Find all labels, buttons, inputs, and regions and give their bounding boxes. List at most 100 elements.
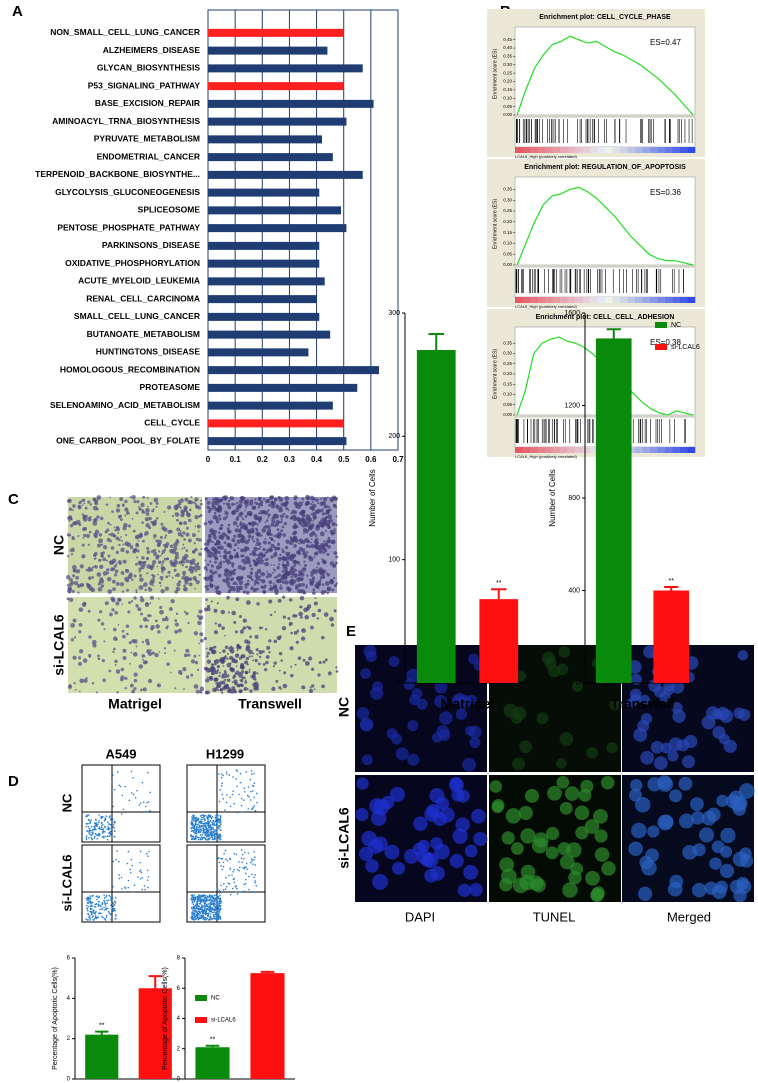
cell xyxy=(336,515,338,517)
cell xyxy=(114,573,117,576)
event xyxy=(245,873,247,875)
event xyxy=(199,900,201,902)
event xyxy=(198,910,200,912)
event xyxy=(211,895,213,897)
cell xyxy=(278,521,281,524)
cell xyxy=(295,664,297,666)
cell xyxy=(100,517,104,521)
cell xyxy=(327,520,331,524)
cell xyxy=(122,526,126,530)
event xyxy=(220,835,222,837)
rank-legend: LCAL6_High (positively correlated) xyxy=(515,304,577,309)
cell xyxy=(113,535,115,537)
cell xyxy=(224,670,227,673)
cell xyxy=(195,526,197,528)
cell xyxy=(239,615,242,618)
cell xyxy=(112,580,116,584)
cell xyxy=(278,686,281,689)
cell xyxy=(256,602,260,606)
cell xyxy=(129,663,131,665)
nucleus xyxy=(525,789,539,803)
cell xyxy=(160,589,164,593)
nucleus xyxy=(570,862,583,875)
event xyxy=(221,785,223,787)
cell xyxy=(150,521,152,523)
event xyxy=(130,859,132,861)
cell xyxy=(150,596,154,600)
event xyxy=(109,815,111,817)
cell xyxy=(219,555,221,557)
bar xyxy=(208,135,322,143)
cell xyxy=(220,688,223,691)
rank-gradient xyxy=(613,297,621,303)
cell xyxy=(222,675,225,678)
event xyxy=(107,839,109,841)
cell xyxy=(262,548,265,551)
event xyxy=(229,797,231,799)
event xyxy=(217,880,219,882)
event xyxy=(105,919,107,921)
cell xyxy=(163,511,165,513)
cell xyxy=(169,530,172,533)
cell xyxy=(261,572,265,576)
cell xyxy=(113,628,117,632)
cell xyxy=(335,666,337,668)
event xyxy=(102,917,104,919)
cell xyxy=(302,501,304,503)
nucleus xyxy=(654,756,668,770)
event xyxy=(219,834,221,836)
cell xyxy=(175,590,179,594)
cell xyxy=(209,676,214,681)
cell xyxy=(82,513,84,515)
event xyxy=(118,784,120,786)
category-label: NON_SMALL_CELL_LUNG_CANCER xyxy=(50,27,200,37)
cell xyxy=(323,497,327,501)
cell xyxy=(323,548,327,552)
event xyxy=(207,896,209,898)
cell xyxy=(245,538,247,540)
event xyxy=(94,829,96,831)
category-label: SMALL_CELL_LUNG_CANCER xyxy=(74,311,200,321)
cell xyxy=(78,630,81,633)
cell xyxy=(323,661,326,664)
cell xyxy=(250,588,252,590)
event xyxy=(219,892,221,894)
cell xyxy=(254,583,256,585)
event xyxy=(217,917,219,919)
cell xyxy=(93,506,98,511)
rank-gradient xyxy=(515,447,523,453)
cell xyxy=(206,648,208,650)
cell xyxy=(152,560,156,564)
cell xyxy=(92,640,97,645)
cell xyxy=(221,680,225,684)
cell xyxy=(242,566,246,570)
event xyxy=(193,838,195,840)
error-bar xyxy=(95,1032,108,1035)
cell xyxy=(185,549,188,552)
cell xyxy=(306,544,310,548)
cell xyxy=(83,518,87,522)
cell xyxy=(292,572,296,576)
rank-gradient xyxy=(613,147,621,153)
cell xyxy=(111,598,115,602)
event xyxy=(197,900,199,902)
cell xyxy=(103,571,108,576)
cell xyxy=(266,519,269,522)
event xyxy=(214,908,216,910)
cell xyxy=(249,571,253,575)
cell xyxy=(72,656,76,660)
cell xyxy=(179,561,183,565)
cell xyxy=(249,689,252,692)
cell xyxy=(296,561,300,565)
cell xyxy=(231,668,234,671)
nucleus xyxy=(490,780,503,793)
event xyxy=(96,825,98,827)
cell xyxy=(136,543,139,546)
event xyxy=(107,822,109,824)
cell xyxy=(245,671,249,675)
event xyxy=(197,916,199,918)
cell xyxy=(292,516,297,521)
nucleus xyxy=(356,777,368,789)
es-annotation: ES=0.47 xyxy=(650,38,681,47)
cell xyxy=(249,564,252,567)
